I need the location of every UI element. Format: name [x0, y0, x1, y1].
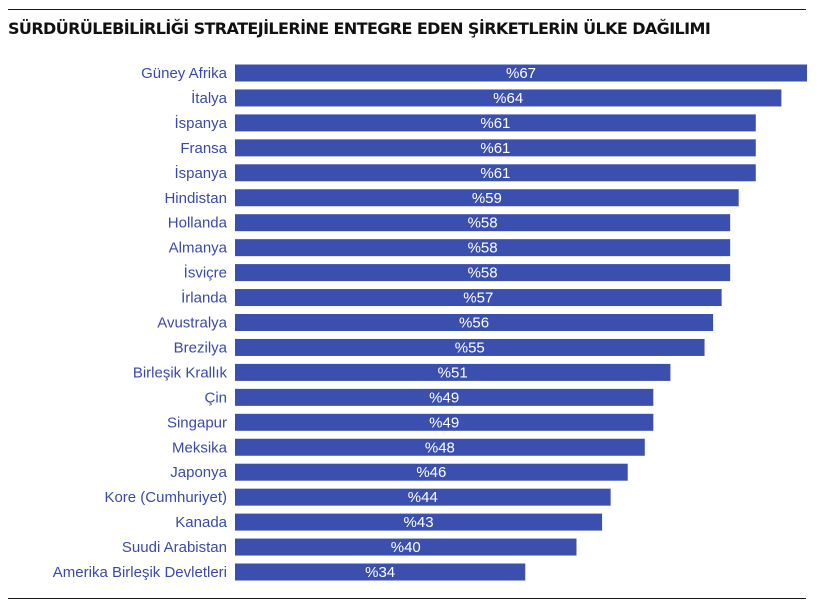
value-label: %61	[480, 165, 510, 182]
category-label: İsviçre	[184, 264, 227, 282]
value-label: %46	[416, 464, 446, 481]
value-label: %59	[472, 190, 502, 207]
category-label: Singapur	[167, 414, 227, 431]
bottom-rule	[8, 598, 806, 599]
bar	[235, 164, 756, 182]
bar	[235, 264, 731, 282]
chart-title: SÜRDÜRÜLEBİLİRLİĞİ STRATEJİLERİNE ENTEGR…	[8, 19, 711, 38]
category-label: Güney Afrika	[141, 65, 228, 82]
category-labels: Güney Afrika İtalya İspanya Fransa İspanya Hi…	[53, 65, 228, 581]
value-label: %49	[429, 389, 459, 406]
category-label: Brezilya	[174, 339, 228, 356]
value-label: %58	[468, 240, 498, 257]
category-label: Suudi Arabistan	[122, 539, 227, 556]
bar	[235, 289, 722, 307]
value-label: %44	[408, 489, 438, 506]
bar	[235, 563, 526, 581]
top-rule	[8, 9, 806, 10]
value-label: %55	[455, 339, 485, 356]
bar	[235, 463, 628, 481]
bar	[235, 338, 705, 356]
bars	[235, 64, 807, 581]
category-label: Amerika Birleşik Devletleri	[53, 564, 227, 581]
category-label: İspanya	[174, 114, 227, 132]
category-label: Hollanda	[168, 215, 228, 232]
value-label: %67	[506, 65, 536, 82]
bar	[235, 64, 807, 82]
bar	[235, 488, 611, 506]
bar	[235, 214, 731, 232]
bar	[235, 314, 714, 331]
value-label: %34	[365, 564, 395, 581]
value-labels: %67 %64 %61 %61 %61 %59 %58 %58 %58 %57 %56 %55 %51%…	[365, 65, 536, 581]
bar	[235, 538, 577, 556]
value-label: %49	[429, 414, 459, 431]
category-label: Çin	[204, 389, 227, 406]
category-label: Kanada	[175, 514, 227, 531]
bar	[235, 139, 756, 157]
category-label: Japonya	[170, 464, 227, 481]
category-label: Almanya	[169, 240, 228, 257]
category-label: İtalya	[191, 89, 228, 107]
bar	[235, 363, 671, 381]
category-label: İrlanda	[181, 289, 228, 307]
value-label: %56	[459, 315, 489, 332]
category-label: Hindistan	[164, 190, 227, 207]
value-label: %51	[438, 364, 468, 381]
category-label: Avustralya	[157, 315, 227, 332]
category-label: Meksika	[172, 439, 228, 456]
bar	[235, 114, 756, 132]
bar	[235, 413, 654, 431]
bar	[235, 513, 603, 531]
bar	[235, 189, 739, 207]
value-label: %64	[493, 90, 523, 107]
bar	[235, 438, 645, 456]
category-label: Kore (Cumhuriyet)	[104, 489, 227, 506]
value-label: %43	[404, 514, 434, 531]
value-label: %61	[480, 140, 510, 157]
category-label: Fransa	[180, 140, 227, 157]
bar	[235, 239, 731, 257]
value-label: %58	[468, 265, 498, 282]
category-label: İspanya	[174, 164, 227, 182]
bar	[235, 388, 654, 406]
value-label: %61	[480, 115, 510, 132]
value-label: %48	[425, 439, 455, 456]
value-label: %58	[468, 215, 498, 232]
category-label: Birleşik Krallık	[133, 364, 228, 381]
bar	[235, 89, 782, 107]
value-label: %40	[391, 539, 421, 556]
value-label: %57	[463, 290, 493, 307]
